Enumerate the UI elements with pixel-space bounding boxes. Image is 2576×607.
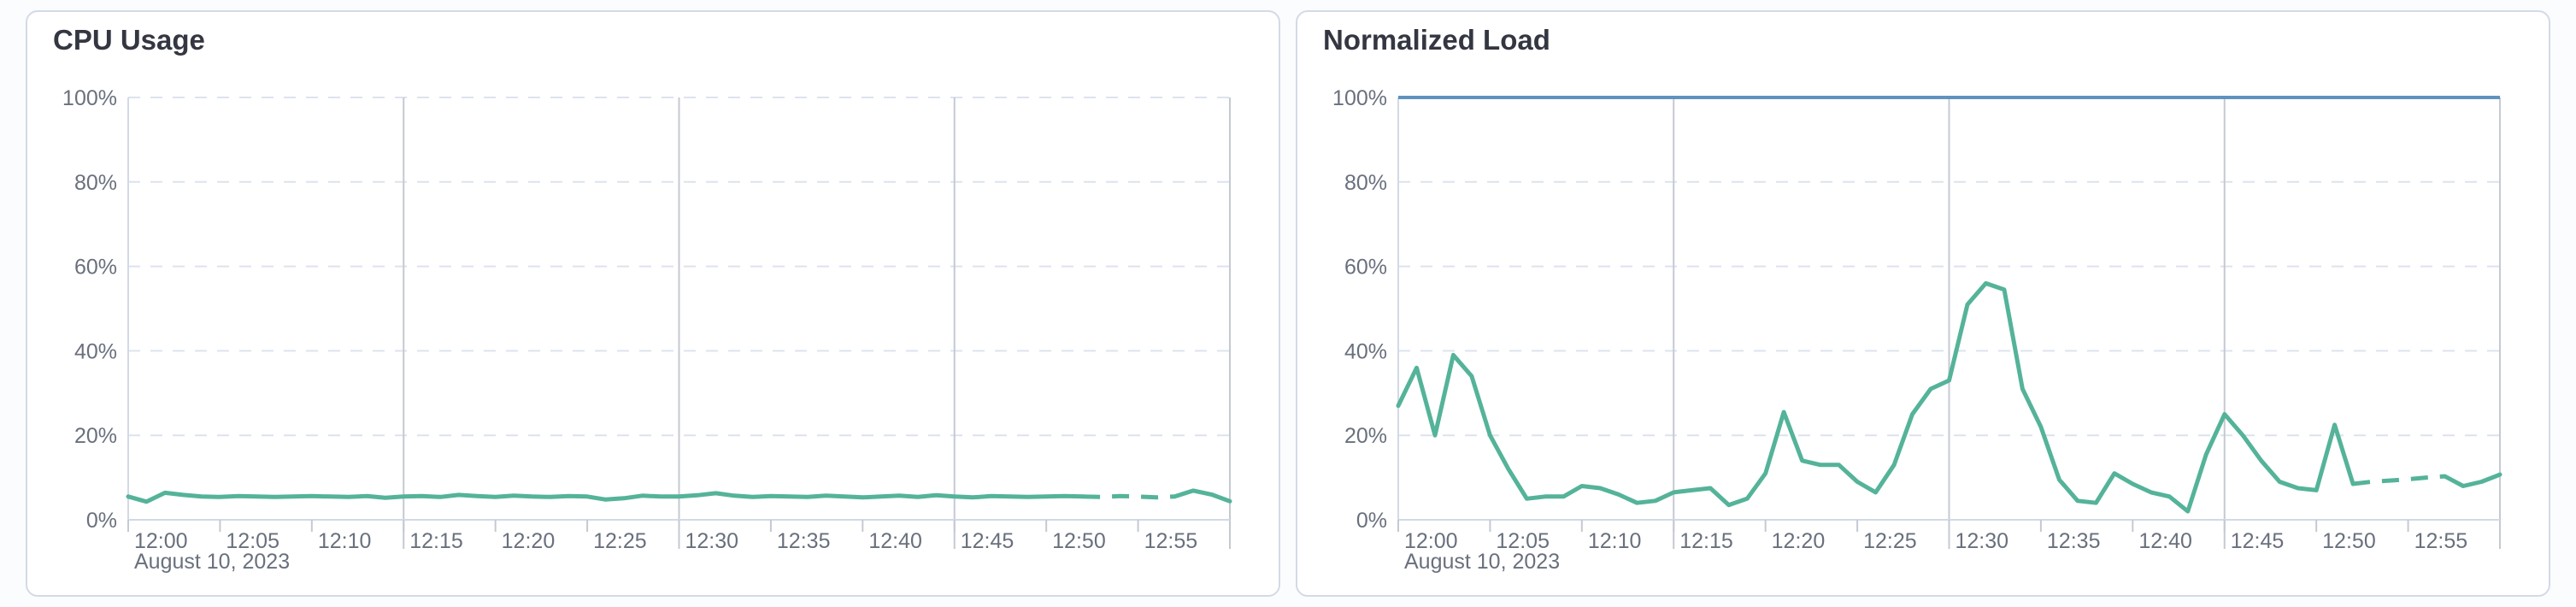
x-tick-label: 12:35 <box>777 529 831 553</box>
cpu-usage-title: CPU Usage <box>53 24 205 56</box>
x-tick-label: 12:50 <box>1052 529 1106 553</box>
y-tick-label: 0% <box>1356 509 1387 533</box>
series-line-solid <box>2443 472 2502 488</box>
x-tick-label: 12:40 <box>2138 529 2192 553</box>
y-tick-label: 0% <box>86 509 117 533</box>
series-line-dashed <box>1083 493 1175 500</box>
normalized-load-chart[interactable]: 12:00 12:05 12:10 12:15 12:20 12:25 12:30 12:35… <box>1297 12 2549 595</box>
x-tick-label: 12:15 <box>1679 529 1733 553</box>
x-tick-label: 12:25 <box>1863 529 1917 553</box>
y-tick-label: 60% <box>74 256 117 280</box>
x-tick-label: 12:45 <box>2231 529 2285 553</box>
cpu-usage-card: CPU Usage 12:00 12:05 12:10 12:15 12:20 12:25… <box>26 10 1280 597</box>
series-line-solid <box>1396 280 2355 514</box>
y-tick-label: 40% <box>74 339 117 363</box>
x-tick-label: 12:50 <box>2322 529 2376 553</box>
x-tick-label: 12:00 <box>1404 529 1458 553</box>
y-tick-label: 100% <box>1332 86 1387 110</box>
x-tick-label: 12:35 <box>2047 529 2101 553</box>
y-tick-label: 20% <box>74 424 117 448</box>
x-axis-date-label: August 10, 2023 <box>1404 550 1560 574</box>
x-tick-label: 12:25 <box>593 529 647 553</box>
y-tick-label: 80% <box>1344 171 1387 195</box>
x-tick-label: 12:05 <box>226 529 279 553</box>
y-tick-label: 40% <box>1344 339 1387 363</box>
series-line-solid <box>1173 488 1232 504</box>
cpu-usage-chart-svg: 12:00 12:05 12:10 12:15 12:20 12:25 12:30 12:35… <box>62 86 1232 574</box>
x-axis-date-label: August 10, 2023 <box>134 550 290 574</box>
series-line-solid <box>126 490 1085 504</box>
x-tick-label: 12:30 <box>685 529 739 553</box>
normalized-load-title: Normalized Load <box>1323 24 1550 56</box>
x-tick-label: 12:20 <box>502 529 556 553</box>
x-tick-label: 12:10 <box>318 529 372 553</box>
y-tick-label: 100% <box>62 86 117 110</box>
y-tick-label: 20% <box>1344 424 1387 448</box>
x-tick-label: 12:55 <box>2414 529 2468 553</box>
normalized-load-chart-svg: 12:00 12:05 12:10 12:15 12:20 12:25 12:30 12:35… <box>1332 86 2502 574</box>
series-line-dashed <box>2352 474 2445 486</box>
x-tick-label: 12:55 <box>1144 529 1198 553</box>
x-tick-label: 12:15 <box>409 529 463 553</box>
x-tick-label: 12:45 <box>961 529 1015 553</box>
x-tick-label: 12:05 <box>1496 529 1550 553</box>
cpu-usage-chart[interactable]: 12:00 12:05 12:10 12:15 12:20 12:25 12:30 12:35… <box>27 12 1279 595</box>
x-tick-label: 12:20 <box>1772 529 1826 553</box>
y-tick-label: 60% <box>1344 256 1387 280</box>
x-tick-label: 12:30 <box>1956 529 2009 553</box>
x-tick-label: 12:10 <box>1588 529 1642 553</box>
x-tick-label: 12:00 <box>134 529 188 553</box>
y-tick-label: 80% <box>74 171 117 195</box>
normalized-load-card: Normalized Load 12:00 12:05 12:10 12:15 12:2… <box>1296 10 2550 597</box>
x-tick-label: 12:40 <box>868 529 922 553</box>
